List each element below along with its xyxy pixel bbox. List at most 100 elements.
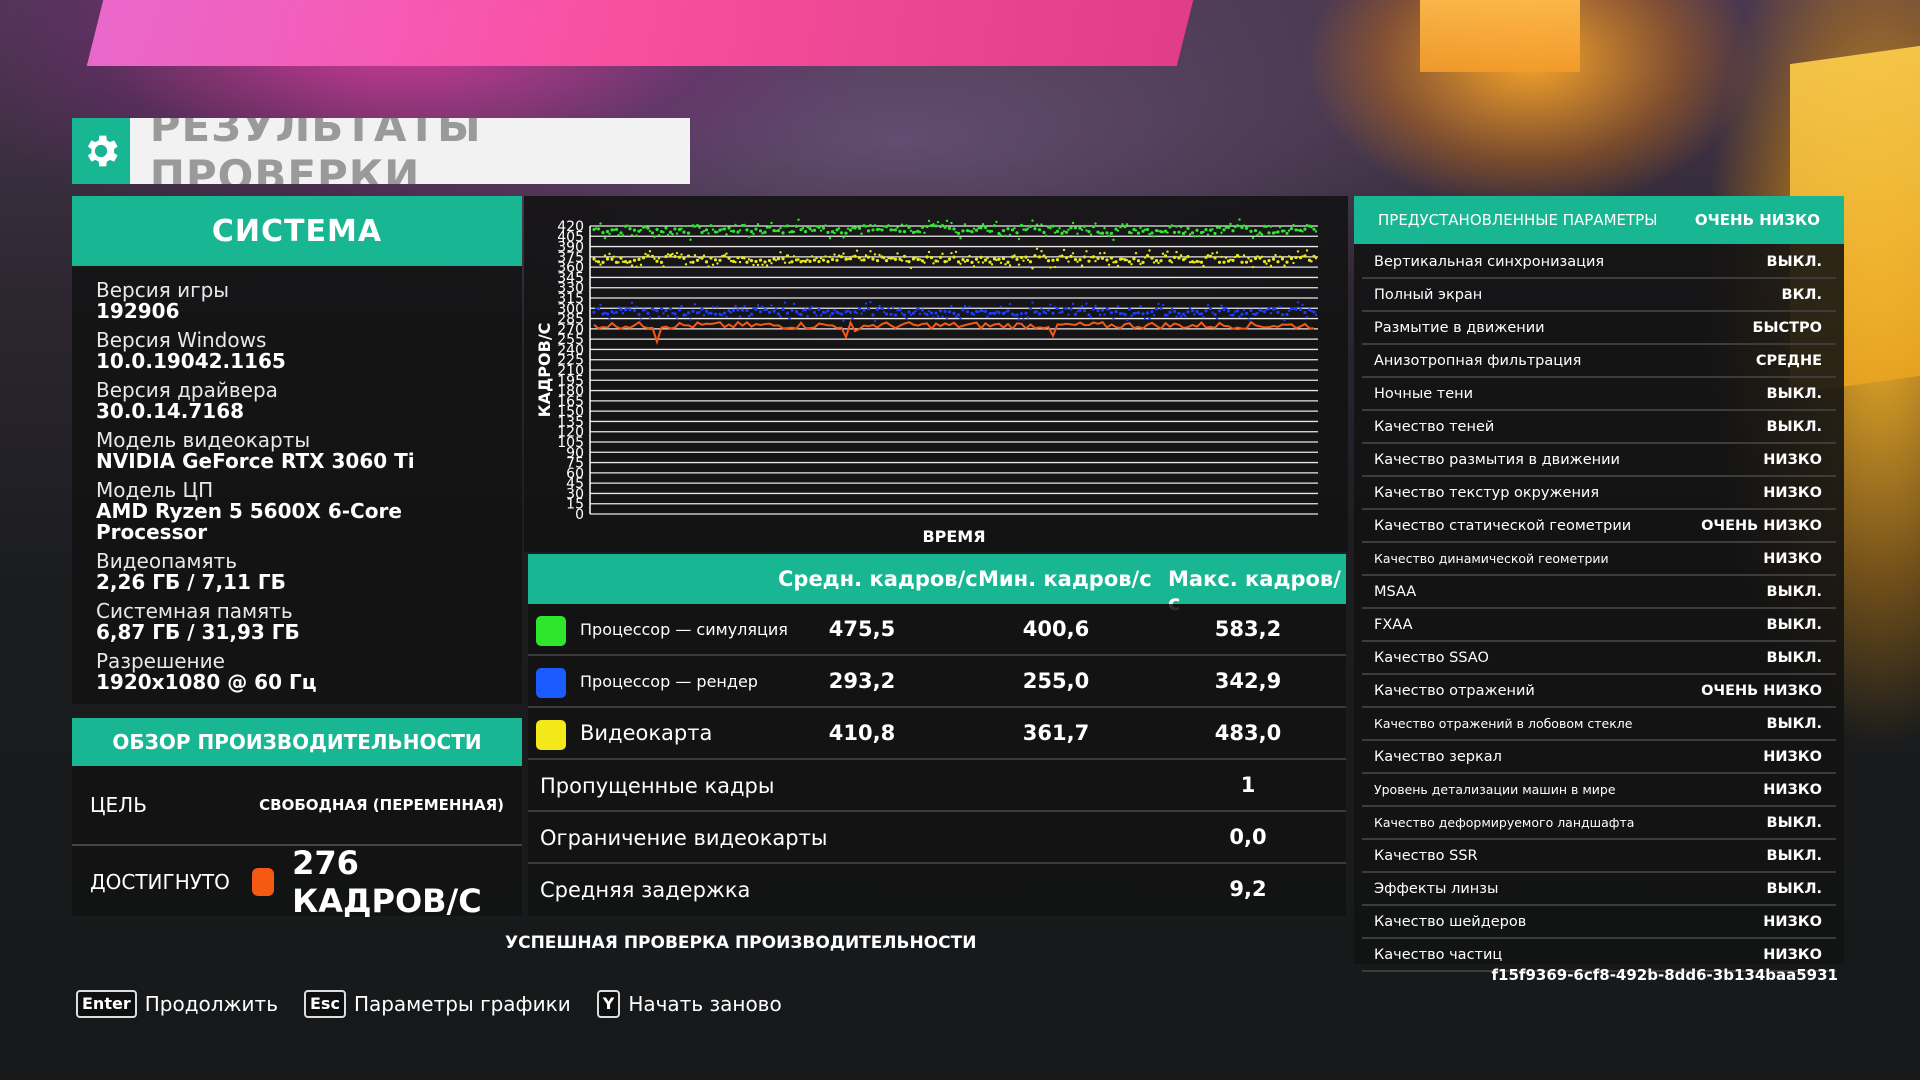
- series-point: [1206, 304, 1210, 307]
- series-point: [1125, 318, 1129, 322]
- series-point: [995, 220, 998, 224]
- series-point: [1134, 311, 1138, 315]
- series-point: [995, 258, 998, 262]
- setting-row: Вертикальная синхронизация ВЫКЛ.: [1362, 246, 1836, 279]
- series-point: [729, 311, 733, 314]
- series-point: [729, 229, 733, 233]
- series-point: [1278, 305, 1282, 309]
- series-point: [965, 310, 970, 314]
- series-point: [682, 313, 686, 317]
- system-item-label: Версия Windows: [96, 328, 267, 352]
- setting-name: Качество SSAO: [1374, 649, 1489, 666]
- series-point: [797, 258, 800, 261]
- series-point: [617, 233, 620, 237]
- series-point: [1287, 255, 1291, 258]
- series-point: [1096, 308, 1100, 313]
- series-point: [801, 309, 805, 312]
- series-point: [1188, 233, 1192, 236]
- setting-row: Качество теней ВЫКЛ.: [1362, 411, 1836, 444]
- series-point: [889, 228, 893, 232]
- series-point: [1055, 229, 1060, 233]
- series-point: [1107, 234, 1111, 237]
- series-point: [1105, 307, 1109, 311]
- setting-value: ОЧЕНЬ НИЗКО: [1701, 517, 1822, 534]
- series-point: [952, 255, 956, 259]
- series-point: [819, 256, 823, 260]
- series-point: [1078, 258, 1082, 262]
- series-point: [1301, 255, 1304, 258]
- series-point: [855, 311, 859, 315]
- series-point: [1307, 258, 1312, 262]
- series-point: [1089, 255, 1093, 259]
- series-point: [686, 231, 691, 235]
- series-point: [891, 306, 895, 309]
- series-point: [641, 308, 646, 312]
- series-point: [1026, 227, 1030, 230]
- series-point: [988, 311, 992, 316]
- series-point: [1125, 259, 1129, 262]
- series-point: [1019, 312, 1024, 316]
- series-point: [632, 228, 637, 232]
- series-point: [601, 260, 605, 264]
- series-point: [1037, 312, 1042, 316]
- stats-max: 583,2: [1214, 617, 1282, 641]
- series-point: [684, 263, 688, 266]
- series-point: [1114, 309, 1118, 314]
- series-point: [860, 259, 863, 262]
- restart-button[interactable]: Y Начать заново: [596, 990, 782, 1018]
- goal-row: ЦЕЛЬ СВОБОДНАЯ (ПЕРЕМЕННАЯ): [72, 766, 522, 846]
- series-point: [1274, 231, 1277, 234]
- series-point: [1026, 258, 1030, 262]
- series-point: [1035, 247, 1039, 250]
- series-point: [1042, 310, 1046, 314]
- series-point: [1271, 307, 1276, 311]
- series-point: [1211, 311, 1214, 314]
- series-point: [835, 228, 839, 232]
- series-point: [601, 312, 605, 316]
- series-point: [1235, 309, 1240, 313]
- series-point: [1305, 315, 1309, 319]
- y-tick-label: 405: [557, 229, 584, 245]
- series-point: [1121, 257, 1124, 261]
- setting-name: Качество SSR: [1374, 847, 1478, 864]
- series-point: [977, 226, 980, 230]
- series-point: [1150, 256, 1154, 260]
- series-point: [644, 252, 647, 256]
- series-point: [1215, 317, 1219, 320]
- setting-value: НИЗКО: [1763, 913, 1822, 930]
- series-point: [1022, 318, 1025, 321]
- gear-icon: [72, 118, 130, 184]
- series-point: [752, 263, 755, 267]
- series-point: [902, 229, 907, 234]
- setting-name: Качество отражений в лобовом стекле: [1374, 716, 1633, 731]
- series-point: [914, 309, 917, 313]
- series-point: [725, 233, 728, 236]
- series-point: [1053, 231, 1057, 234]
- setting-value: НИЗКО: [1763, 748, 1822, 765]
- system-item-cpu-model: Модель ЦП AMD Ryzen 5 5600X 6-Core Proce…: [96, 480, 498, 543]
- setting-name: Качество теней: [1374, 418, 1495, 435]
- series-point: [594, 227, 598, 230]
- series-point: [1094, 222, 1097, 225]
- series-point: [725, 252, 728, 255]
- series-point: [1136, 231, 1141, 235]
- series-point: [1069, 226, 1073, 230]
- series-point: [1098, 232, 1102, 235]
- page-header: РЕЗУЛЬТАТЫ ПРОВЕРКИ: [72, 118, 690, 184]
- graphics-settings-button[interactable]: Esc Параметры графики: [304, 990, 571, 1018]
- series-point: [826, 309, 830, 313]
- series-point: [835, 258, 839, 262]
- system-item-value: 1920x1080 @ 60 Гц: [96, 670, 317, 694]
- series-point: [1141, 260, 1145, 264]
- series-point: [783, 261, 787, 264]
- continue-button[interactable]: Enter Продолжить: [76, 990, 278, 1018]
- series-point: [1202, 315, 1205, 319]
- series-point: [743, 223, 746, 227]
- series-point: [756, 263, 760, 267]
- series-point: [1031, 267, 1034, 270]
- y-tick-label: 0: [575, 507, 584, 523]
- series-point: [1017, 263, 1021, 266]
- system-item-value: 30.0.14.7168: [96, 399, 245, 423]
- series-point: [1238, 218, 1241, 221]
- series-point: [828, 255, 832, 259]
